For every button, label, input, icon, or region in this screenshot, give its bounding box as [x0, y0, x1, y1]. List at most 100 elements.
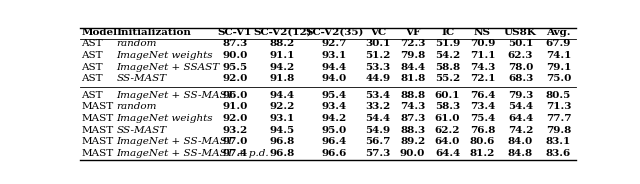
Text: 76.4: 76.4: [470, 91, 495, 100]
Text: 84.8: 84.8: [508, 149, 533, 158]
Text: 94.4: 94.4: [270, 91, 295, 100]
Text: 57.3: 57.3: [365, 149, 390, 158]
Text: 67.9: 67.9: [546, 39, 572, 48]
Text: 51.2: 51.2: [365, 51, 390, 60]
Text: 74.3: 74.3: [470, 63, 495, 72]
Text: 93.4: 93.4: [322, 102, 347, 112]
Text: 58.3: 58.3: [435, 102, 460, 112]
Text: 80.6: 80.6: [470, 137, 495, 146]
Text: Avg.: Avg.: [547, 28, 571, 37]
Text: 81.8: 81.8: [400, 74, 426, 83]
Text: 87.3: 87.3: [400, 114, 426, 123]
Text: 54.4: 54.4: [508, 102, 533, 112]
Text: 71.1: 71.1: [470, 51, 495, 60]
Text: 92.7: 92.7: [322, 39, 347, 48]
Text: 72.1: 72.1: [470, 74, 495, 83]
Text: 76.8: 76.8: [470, 126, 495, 135]
Text: 88.3: 88.3: [400, 126, 425, 135]
Text: MAST: MAST: [81, 114, 114, 123]
Text: 92.2: 92.2: [269, 102, 295, 112]
Text: VC: VC: [370, 28, 386, 37]
Text: 79.8: 79.8: [400, 51, 426, 60]
Text: 88.8: 88.8: [400, 91, 425, 100]
Text: 74.3: 74.3: [400, 102, 426, 112]
Text: 55.2: 55.2: [435, 74, 460, 83]
Text: 56.7: 56.7: [365, 137, 390, 146]
Text: ImageNet + SSAST: ImageNet + SSAST: [116, 63, 220, 72]
Text: ImageNet + SS-MAST: ImageNet + SS-MAST: [116, 137, 234, 146]
Text: MAST: MAST: [81, 137, 114, 146]
Text: 75.0: 75.0: [546, 74, 572, 83]
Text: 95.4: 95.4: [322, 91, 347, 100]
Text: Initialization: Initialization: [116, 28, 191, 37]
Text: 95.5: 95.5: [222, 63, 247, 72]
Text: SS-MAST: SS-MAST: [116, 74, 166, 83]
Text: 97.0: 97.0: [222, 137, 248, 146]
Text: SS-MAST: SS-MAST: [116, 126, 166, 135]
Text: 91.8: 91.8: [269, 74, 295, 83]
Text: SC-V2(35): SC-V2(35): [305, 28, 364, 37]
Text: SC-V2(12): SC-V2(12): [253, 28, 312, 37]
Text: 83.1: 83.1: [546, 137, 571, 146]
Text: 79.3: 79.3: [508, 91, 533, 100]
Text: ImageNet + SS-MAST + p.d.: ImageNet + SS-MAST + p.d.: [116, 149, 269, 158]
Text: 74.1: 74.1: [546, 51, 572, 60]
Text: 81.2: 81.2: [470, 149, 495, 158]
Text: AST: AST: [81, 39, 103, 48]
Text: 68.3: 68.3: [508, 74, 533, 83]
Text: 90.0: 90.0: [400, 149, 426, 158]
Text: 97.4: 97.4: [222, 149, 248, 158]
Text: US8K: US8K: [504, 28, 537, 37]
Text: 51.9: 51.9: [435, 39, 460, 48]
Text: 93.2: 93.2: [222, 126, 248, 135]
Text: 74.2: 74.2: [508, 126, 533, 135]
Text: 30.1: 30.1: [365, 39, 390, 48]
Text: IC: IC: [441, 28, 454, 37]
Text: 92.0: 92.0: [222, 74, 248, 83]
Text: 64.0: 64.0: [435, 137, 460, 146]
Text: 70.9: 70.9: [470, 39, 495, 48]
Text: 94.2: 94.2: [322, 114, 347, 123]
Text: 84.0: 84.0: [508, 137, 533, 146]
Text: 96.8: 96.8: [269, 149, 295, 158]
Text: 58.8: 58.8: [435, 63, 460, 72]
Text: 62.2: 62.2: [435, 126, 460, 135]
Text: 96.8: 96.8: [269, 137, 295, 146]
Text: ImageNet + SS-MAST: ImageNet + SS-MAST: [116, 91, 234, 100]
Text: 50.1: 50.1: [508, 39, 533, 48]
Text: MAST: MAST: [81, 149, 114, 158]
Text: ImageNet weights: ImageNet weights: [116, 114, 213, 123]
Text: random: random: [116, 39, 157, 48]
Text: 93.1: 93.1: [269, 114, 295, 123]
Text: 53.3: 53.3: [365, 63, 390, 72]
Text: 96.0: 96.0: [222, 91, 248, 100]
Text: AST: AST: [81, 74, 103, 83]
Text: 75.4: 75.4: [470, 114, 495, 123]
Text: 87.3: 87.3: [222, 39, 248, 48]
Text: AST: AST: [81, 63, 103, 72]
Text: 64.4: 64.4: [435, 149, 460, 158]
Text: 44.9: 44.9: [365, 74, 390, 83]
Text: AST: AST: [81, 51, 103, 60]
Text: NS: NS: [474, 28, 491, 37]
Text: 53.4: 53.4: [365, 91, 390, 100]
Text: 71.3: 71.3: [546, 102, 572, 112]
Text: 54.2: 54.2: [435, 51, 460, 60]
Text: 89.2: 89.2: [400, 137, 426, 146]
Text: 92.0: 92.0: [222, 114, 248, 123]
Text: 79.8: 79.8: [546, 126, 571, 135]
Text: 95.0: 95.0: [322, 126, 347, 135]
Text: 96.6: 96.6: [322, 149, 347, 158]
Text: 91.1: 91.1: [269, 51, 295, 60]
Text: AST: AST: [81, 91, 103, 100]
Text: 94.4: 94.4: [322, 63, 347, 72]
Text: random: random: [116, 102, 157, 112]
Text: 78.0: 78.0: [508, 63, 533, 72]
Text: 72.3: 72.3: [400, 39, 426, 48]
Text: ImageNet weights: ImageNet weights: [116, 51, 213, 60]
Text: 94.0: 94.0: [322, 74, 347, 83]
Text: 83.6: 83.6: [546, 149, 571, 158]
Text: 54.4: 54.4: [365, 114, 390, 123]
Text: 91.0: 91.0: [222, 102, 248, 112]
Text: VF: VF: [405, 28, 420, 37]
